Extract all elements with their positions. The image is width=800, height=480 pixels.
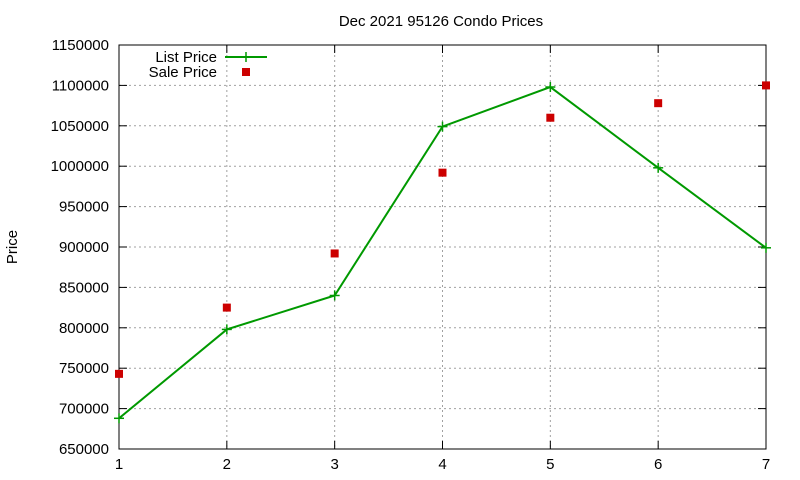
legend-marker — [241, 52, 251, 62]
x-tick-label: 4 — [438, 456, 446, 473]
data-point — [762, 81, 770, 90]
y-tick-label: 850000 — [59, 279, 109, 296]
legend-label: List Price — [155, 49, 217, 66]
y-tick-label: 1150000 — [52, 37, 109, 54]
data-point — [437, 121, 448, 132]
y-tick-label: 1050000 — [51, 118, 109, 135]
x-tick-label: 2 — [223, 456, 231, 473]
data-point — [114, 413, 124, 424]
x-tick-label: 1 — [115, 456, 123, 473]
series — [114, 81, 771, 424]
y-tick-label: 950000 — [59, 199, 109, 216]
y-axis-label: Price — [4, 230, 21, 264]
data-point — [221, 324, 232, 335]
grid — [119, 45, 766, 449]
x-tick-label: 3 — [330, 456, 338, 473]
legend-marker — [242, 68, 250, 76]
y-tick-label: 900000 — [59, 239, 109, 256]
y-tick-label: 700000 — [59, 401, 109, 418]
y-tick-label: 650000 — [59, 441, 109, 458]
x-tick-label: 7 — [762, 456, 770, 473]
y-tick-label: 750000 — [59, 360, 109, 377]
x-tick-label: 5 — [546, 456, 554, 473]
data-point — [329, 290, 340, 301]
data-point — [438, 168, 447, 177]
chart-title: Dec 2021 95126 Condo Prices — [339, 13, 543, 30]
series-sale-price — [115, 81, 770, 378]
legend-label: Sale Price — [149, 64, 217, 81]
data-point — [546, 113, 555, 122]
data-point — [653, 162, 664, 173]
data-point — [654, 99, 663, 108]
series-list-price — [114, 82, 771, 424]
y-tick-label: 1100000 — [52, 77, 109, 94]
data-point — [222, 303, 231, 312]
y-tick-label: 1000000 — [51, 158, 109, 175]
data-point — [761, 242, 771, 253]
data-point — [115, 369, 123, 378]
x-tick-label: 6 — [654, 456, 662, 473]
y-tick-label: 800000 — [59, 320, 109, 337]
data-point — [545, 82, 556, 93]
axis-ticks: 650000 700000 750000 800000 850000 900000 9500… — [51, 37, 771, 473]
data-point — [330, 249, 339, 258]
